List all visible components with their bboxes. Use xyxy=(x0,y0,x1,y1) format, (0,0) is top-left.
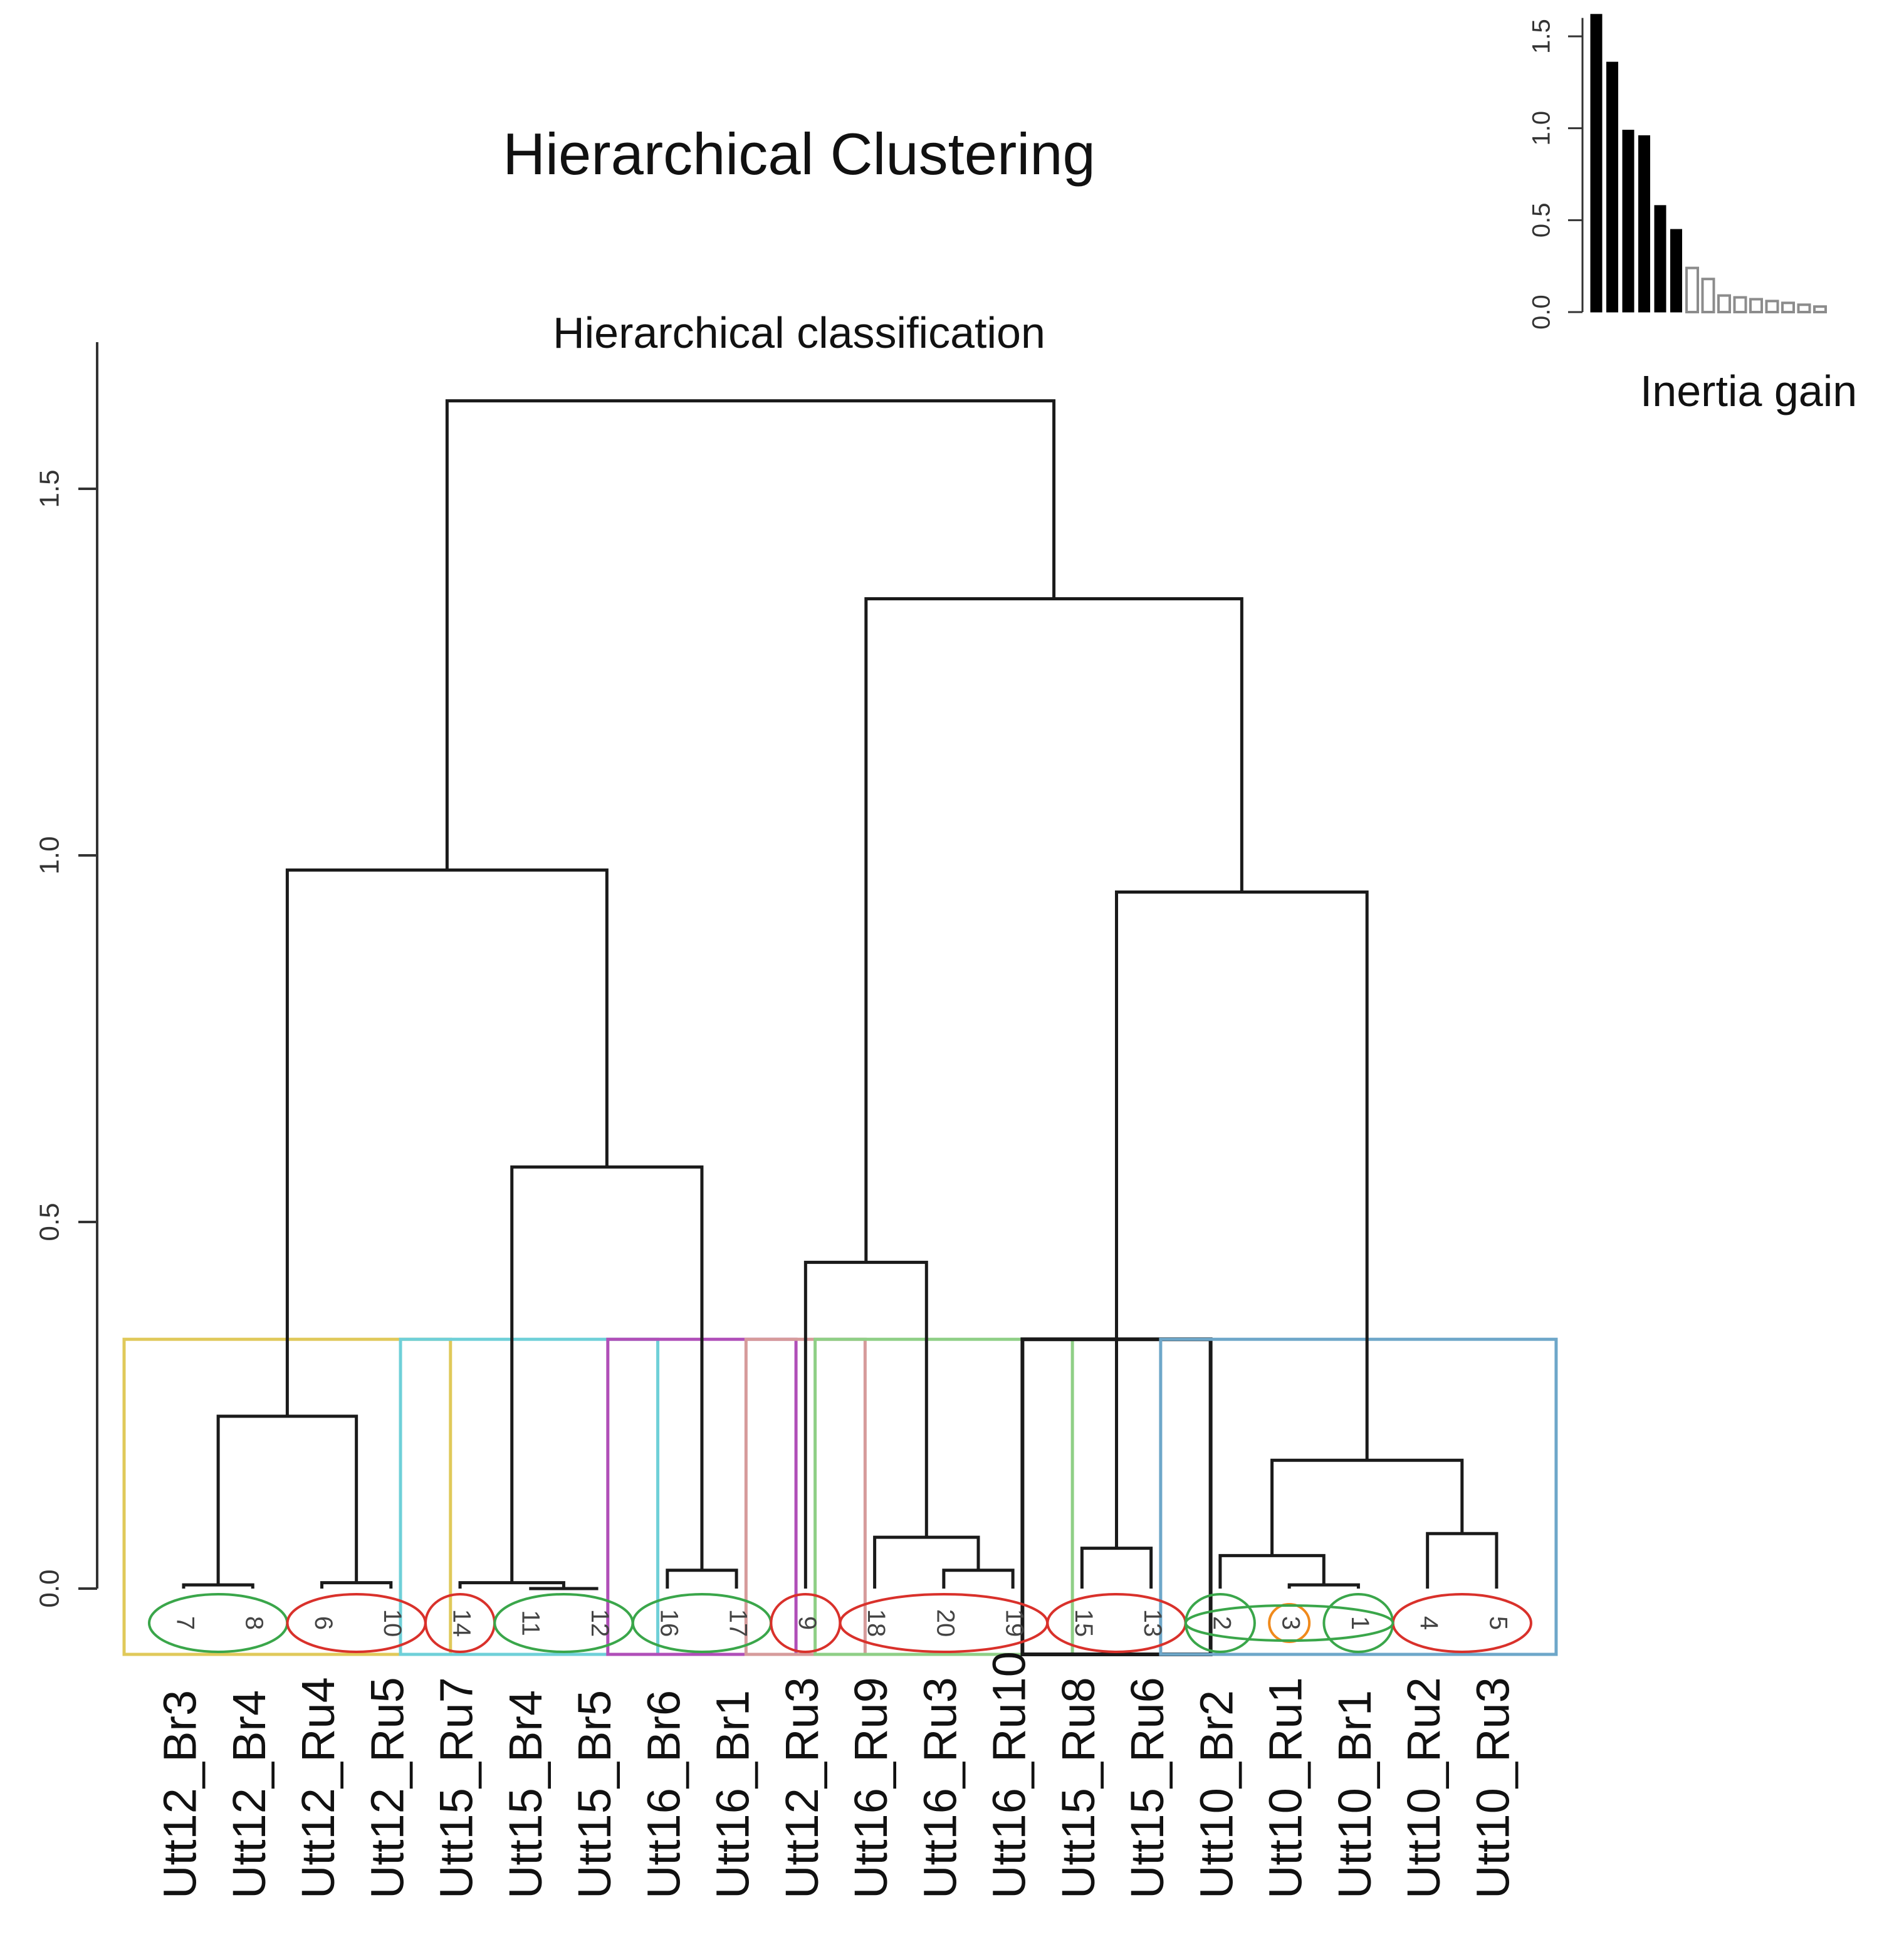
leaf-label: Utt10_Ru2 xyxy=(1398,1677,1450,1899)
leaf-label: Utt12_Ru4 xyxy=(292,1677,344,1899)
leaf-number: 10 xyxy=(379,1609,406,1637)
leaf-number: 1 xyxy=(1346,1616,1374,1630)
leaf-label: Utt12_Br3 xyxy=(154,1690,206,1899)
dendrogram-link xyxy=(182,1583,254,1589)
leaf-label: Utt15_Br5 xyxy=(568,1690,620,1899)
leaf-number: 6 xyxy=(310,1616,337,1630)
leaf-number: 11 xyxy=(517,1610,545,1636)
inertia-bar xyxy=(1590,14,1603,313)
y-tick-label: 1.0 xyxy=(1528,111,1556,146)
cluster-box xyxy=(399,1337,660,1656)
cluster-box xyxy=(1159,1337,1558,1656)
dendrogram-link xyxy=(1115,890,1369,1548)
dendrogram-link xyxy=(942,1569,1015,1589)
leaf-label: Utt12_Ru5 xyxy=(361,1677,413,1899)
inertia-bar xyxy=(1670,229,1682,313)
leaf-label: Utt16_Ru9 xyxy=(845,1677,897,1899)
dendrogram-link xyxy=(873,1535,980,1589)
main-title: Hierarchical Clustering xyxy=(503,121,1096,187)
leaf-label: Utt10_Br2 xyxy=(1190,1690,1242,1899)
inertia-bar xyxy=(1638,135,1650,313)
leaf-number: 18 xyxy=(862,1609,890,1637)
dendrogram-title: Hierarchical classification xyxy=(553,308,1045,357)
leaf-ellipse xyxy=(1184,1604,1394,1642)
dendrogram-link xyxy=(320,1581,393,1589)
inertia-bar xyxy=(1701,278,1715,314)
dendrogram-link xyxy=(1426,1532,1499,1589)
leaf-number: 17 xyxy=(724,1609,752,1637)
y-tick-label: 0.0 xyxy=(1528,295,1556,330)
leaf-label: Utt15_Br4 xyxy=(500,1690,552,1899)
inertia-bar xyxy=(1781,301,1795,314)
leaf-label: Utt16_Br6 xyxy=(637,1690,689,1899)
y-tick-label: 1.0 xyxy=(34,836,65,874)
leaf-label: Utt12_Ru3 xyxy=(776,1677,828,1899)
leaf-label: Utt10_Ru1 xyxy=(1260,1677,1312,1899)
dendrogram-link xyxy=(666,1569,738,1589)
inertia-xlabel: Inertia gain xyxy=(1640,367,1857,415)
leaf-label: Utt12_Br4 xyxy=(223,1690,275,1899)
dendrogram-links xyxy=(182,399,1499,1590)
leaf-ellipses xyxy=(148,1593,1532,1653)
leaf-label: Utt16_Ru3 xyxy=(914,1677,966,1899)
leaf-labels: Utt12_Br3 Utt12_Br4 Utt12_Ru4 Utt12_Ru5 Utt1… xyxy=(154,1651,1519,1899)
dendrogram-link xyxy=(216,1414,358,1585)
dendrogram-y-axis: 0.0 0.5 1.0 1.5 xyxy=(34,342,98,1608)
inertia-bar xyxy=(1813,305,1827,314)
leaf-number: 16 xyxy=(655,1609,683,1637)
dendrogram-link xyxy=(285,868,609,1417)
leaf-numbers: 7 8 6 10 14 11 12 16 17 9 18 20 19 15 13 2 3 1 4 5 xyxy=(171,1609,1512,1637)
inertia-bar xyxy=(1749,298,1763,314)
inertia-bars xyxy=(1590,14,1827,314)
leaf-number: 4 xyxy=(1415,1616,1443,1630)
y-tick-label: 0.0 xyxy=(34,1569,65,1607)
leaf-number: 13 xyxy=(1139,1609,1166,1637)
leaf-label: Utt15_Ru6 xyxy=(1121,1677,1173,1899)
dendrogram-link xyxy=(1287,1583,1360,1589)
leaf-label: Utt10_Ru3 xyxy=(1467,1677,1519,1899)
leaf-number: 7 xyxy=(171,1616,199,1630)
leaf-number: 20 xyxy=(931,1609,959,1637)
inertia-bar xyxy=(1765,300,1779,313)
inertia-bar xyxy=(1606,61,1618,313)
inertia-bar xyxy=(1717,294,1731,314)
leaf-label: Utt15_Ru7 xyxy=(431,1677,483,1899)
inertia-bar xyxy=(1622,130,1635,313)
leaf-number: 8 xyxy=(241,1616,268,1630)
leaf-number: 14 xyxy=(447,1609,475,1637)
leaf-number: 9 xyxy=(793,1616,821,1630)
leaf-number: 3 xyxy=(1277,1616,1305,1630)
cluster-box xyxy=(813,1337,1074,1656)
leaf-label: Utt16_Ru10 xyxy=(983,1651,1035,1899)
dendrogram-link xyxy=(1270,1458,1464,1556)
y-tick-label: 0.5 xyxy=(34,1203,65,1241)
leaf-number: 12 xyxy=(586,1609,614,1637)
leaf-number: 5 xyxy=(1484,1616,1512,1630)
inertia-bar xyxy=(1733,296,1747,313)
y-tick-label: 1.5 xyxy=(34,469,65,508)
inertia-bar xyxy=(1797,303,1811,313)
y-tick-label: 1.5 xyxy=(1528,19,1556,54)
inertia-bar xyxy=(1685,266,1699,314)
leaf-label: Utt16_Br1 xyxy=(707,1690,759,1899)
leaf-label: Utt10_Br1 xyxy=(1329,1690,1381,1899)
inertia-y-axis: 0.0 0.5 1.0 1.5 xyxy=(1528,18,1584,330)
dendrogram-link xyxy=(864,597,1243,1263)
dendrogram-link xyxy=(1080,1547,1153,1589)
leaf-number: 19 xyxy=(1001,1609,1028,1637)
leaf-number: 2 xyxy=(1208,1616,1235,1630)
inertia-bar xyxy=(1654,205,1666,313)
dendrogram-link xyxy=(445,399,1056,870)
y-tick-label: 0.5 xyxy=(1528,203,1556,238)
leaf-number: 15 xyxy=(1070,1609,1097,1637)
leaf-label: Utt15_Ru8 xyxy=(1052,1677,1104,1899)
